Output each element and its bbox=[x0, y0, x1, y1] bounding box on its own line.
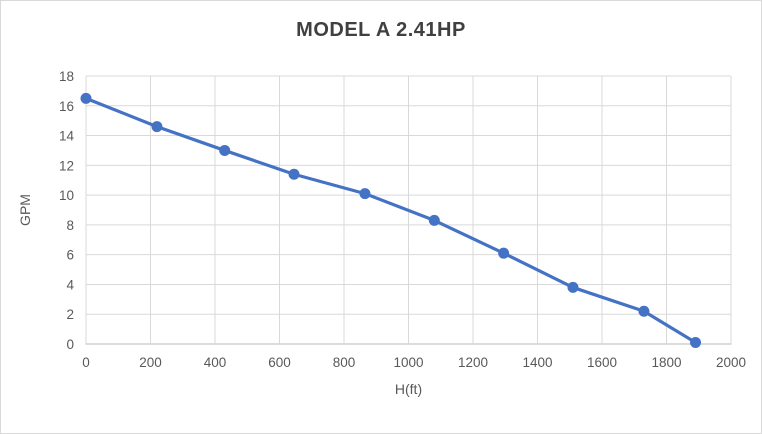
y-tick-label: 4 bbox=[66, 277, 74, 292]
data-point-marker bbox=[690, 337, 702, 349]
data-point-marker bbox=[151, 121, 163, 133]
data-point-marker bbox=[498, 247, 510, 259]
x-tick-label: 1200 bbox=[458, 355, 488, 370]
series-line bbox=[84, 96, 698, 345]
y-tick-label: 12 bbox=[59, 158, 74, 173]
data-point-marker bbox=[638, 305, 650, 317]
data-point-marker bbox=[80, 92, 92, 104]
chart-title: MODEL A 2.41HP bbox=[296, 19, 466, 41]
y-tick-label: 18 bbox=[59, 69, 74, 84]
y-axis-title: GPM bbox=[17, 194, 33, 226]
data-point-marker bbox=[288, 168, 300, 180]
y-tick-label: 10 bbox=[59, 188, 74, 203]
x-tick-label: 1800 bbox=[651, 355, 681, 370]
x-tick-label: 200 bbox=[139, 355, 162, 370]
x-tick-label: 0 bbox=[82, 355, 90, 370]
x-axis-title: H(ft) bbox=[394, 381, 423, 397]
data-point-marker bbox=[428, 214, 440, 226]
y-tick-label: 6 bbox=[66, 248, 74, 263]
x-tick-label: 400 bbox=[204, 355, 227, 370]
x-tick-label: 600 bbox=[268, 355, 291, 370]
data-point-marker bbox=[219, 144, 231, 156]
y-tick-label: 2 bbox=[66, 307, 74, 322]
data-point-marker bbox=[359, 188, 371, 200]
y-tick-label: 0 bbox=[66, 337, 74, 352]
data-point-marker bbox=[567, 281, 579, 293]
x-tick-label: 1400 bbox=[522, 355, 552, 370]
y-tick-label: 8 bbox=[66, 218, 74, 233]
y-tick-label: 14 bbox=[59, 129, 75, 144]
x-tick-label: 2000 bbox=[716, 355, 746, 370]
x-tick-label: 1000 bbox=[393, 355, 423, 370]
x-tick-label: 800 bbox=[333, 355, 356, 370]
x-tick-label: 1600 bbox=[587, 355, 617, 370]
y-tick-label: 16 bbox=[59, 99, 74, 114]
